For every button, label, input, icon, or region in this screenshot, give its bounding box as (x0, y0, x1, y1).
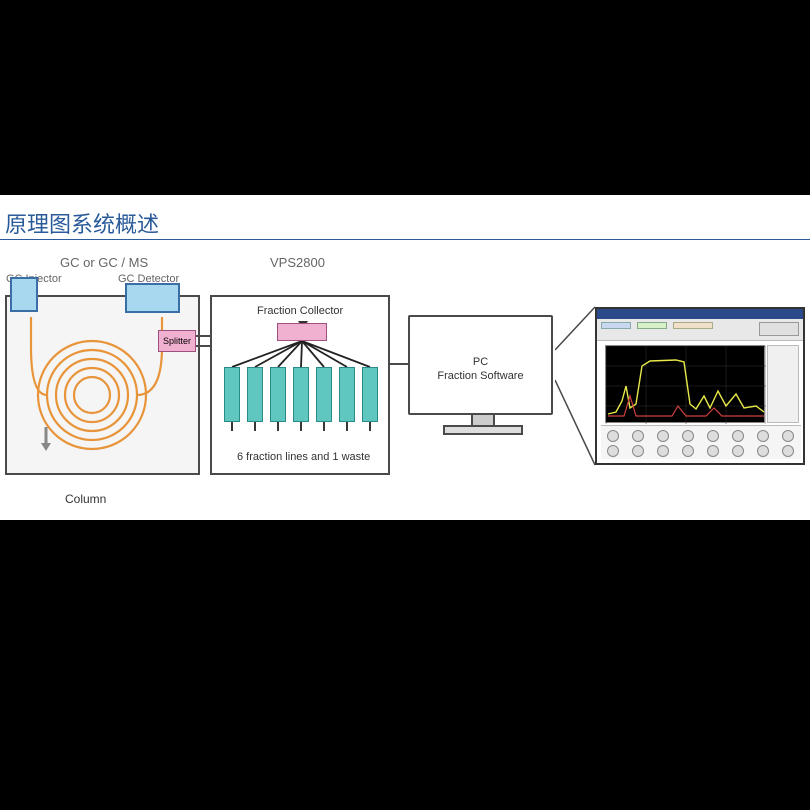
control-knob[interactable] (732, 430, 744, 442)
sw-toolbar (597, 319, 803, 341)
fraction-collector-label: Fraction Collector (257, 305, 343, 317)
pc-base (443, 425, 523, 435)
column-label: Column (65, 492, 106, 506)
control-knob[interactable] (682, 430, 694, 442)
gc-enclosure: Column (5, 295, 200, 475)
fraction-collector (277, 323, 327, 341)
content-band: 原理图系统概述 GC or GC / MS VPS2800 GC Injecto… (0, 195, 810, 520)
control-knob[interactable] (607, 430, 619, 442)
fraction-lines-label: 6 fraction lines and 1 waste (237, 451, 370, 463)
connector (196, 335, 210, 337)
collection-tube (339, 367, 355, 422)
toolbar-panel (759, 322, 799, 336)
collection-tube (362, 367, 378, 422)
pc-text: PC Fraction Software (410, 355, 551, 383)
control-knob[interactable] (607, 445, 619, 457)
page-title: 原理图系统概述 (5, 207, 159, 239)
collection-tube (247, 367, 263, 422)
gc-injector (10, 277, 38, 312)
pc-monitor: PC Fraction Software (408, 315, 553, 415)
control-knob[interactable] (707, 430, 719, 442)
software-window (595, 307, 805, 465)
connector (390, 363, 408, 365)
vps-section-label: VPS2800 (270, 255, 325, 270)
column-coil (7, 297, 202, 477)
collection-tube (224, 367, 240, 422)
vps-enclosure: Fraction Collector 6 fraction lines and … (210, 295, 390, 475)
gc-detector (125, 283, 180, 313)
control-knob[interactable] (632, 445, 644, 457)
control-knob[interactable] (707, 445, 719, 457)
chromatogram-plot (605, 345, 765, 423)
collection-tube (293, 367, 309, 422)
sw-titlebar (597, 309, 803, 319)
toolbar-button[interactable] (637, 322, 667, 329)
gc-section-label: GC or GC / MS (60, 255, 148, 270)
control-knob[interactable] (782, 445, 794, 457)
control-knob[interactable] (657, 445, 669, 457)
flow-arrow-icon (39, 425, 53, 456)
pc-line1: PC (473, 356, 488, 368)
toolbar-button[interactable] (673, 322, 713, 329)
control-knob[interactable] (757, 430, 769, 442)
sw-side-panel (767, 345, 799, 423)
control-knob[interactable] (682, 445, 694, 457)
sw-bottom-panel (601, 425, 801, 459)
splitter: Splitter (158, 330, 196, 352)
toolbar-button[interactable] (601, 322, 631, 329)
tube-rack (222, 367, 382, 437)
collection-tube (316, 367, 332, 422)
control-knob[interactable] (782, 430, 794, 442)
control-knob[interactable] (732, 445, 744, 457)
control-knob[interactable] (657, 430, 669, 442)
collection-tube (270, 367, 286, 422)
control-knob[interactable] (632, 430, 644, 442)
connector-diverge (555, 305, 600, 470)
pc-line2: Fraction Software (437, 370, 523, 382)
connector (196, 345, 210, 347)
pc: PC Fraction Software (408, 315, 558, 460)
title-rule (0, 239, 810, 240)
control-knob[interactable] (757, 445, 769, 457)
